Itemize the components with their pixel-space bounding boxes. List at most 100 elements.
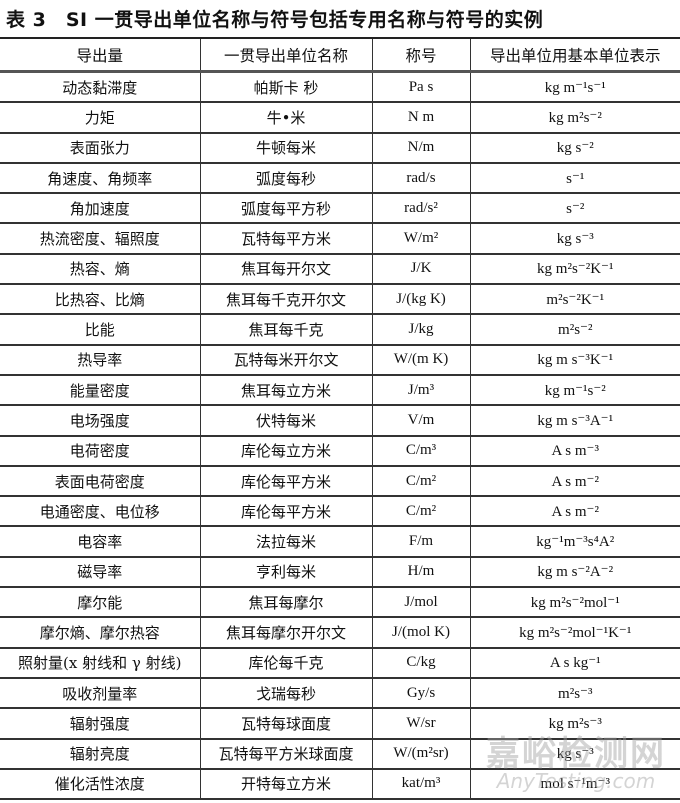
cell-unit-name: 焦耳每千克 [200, 314, 373, 346]
cell-quantity: 辐射亮度 [0, 738, 201, 770]
table-row: 表面张力 牛顿每米 N/m kg s⁻² [0, 132, 680, 164]
cell-unit-name: 库伦每平方米 [200, 496, 373, 528]
cell-base-units: m²s⁻³ [470, 677, 680, 710]
cell-symbol: kat/m³ [372, 768, 471, 801]
cell-base-units: m²s⁻²K⁻¹ [470, 284, 680, 316]
cell-symbol: rad/s [372, 162, 471, 195]
cell-unit-name: 库伦每平方米 [200, 465, 373, 498]
cell-symbol: rad/s² [372, 193, 471, 225]
cell-quantity: 比热容、比熵 [0, 284, 201, 316]
cell-symbol: W/(m K) [372, 344, 471, 376]
table-row: 动态黏滞度 帕斯卡 秒 Pa s kg m⁻¹s⁻¹ [0, 71, 680, 104]
cell-unit-name: 瓦特每平方米球面度 [200, 738, 373, 770]
cell-unit-name: 瓦特每平方米 [200, 223, 373, 255]
cell-base-units: kg m²s⁻²mol⁻¹K⁻¹ [470, 617, 680, 649]
si-derived-units-table: 导出量 一贯导出单位名称 称号 导出单位用基本单位表示 动态黏滞度 帕斯卡 秒 Pa… [0, 37, 680, 801]
cell-base-units: kg m²s⁻²mol⁻¹ [470, 587, 680, 619]
cell-unit-name: 焦耳每立方米 [200, 374, 373, 407]
cell-base-units: A s m⁻³ [470, 435, 680, 467]
header-unit-name: 一贯导出单位名称 [200, 37, 373, 73]
cell-base-units: s⁻¹ [470, 162, 680, 195]
cell-base-units: kg m²s⁻² [470, 102, 680, 134]
cell-quantity: 电容率 [0, 526, 201, 558]
cell-unit-name: 戈瑞每秒 [200, 677, 373, 710]
table-row: 热导率 瓦特每米开尔文 W/(m K) kg m s⁻³K⁻¹ [0, 344, 680, 376]
cell-symbol: N m [372, 102, 471, 134]
header-symbol: 称号 [372, 37, 471, 73]
cell-base-units: mol s⁻¹m⁻³ [470, 768, 680, 801]
cell-quantity: 表面电荷密度 [0, 465, 201, 498]
cell-base-units: s⁻² [470, 193, 680, 225]
cell-symbol: Gy/s [372, 677, 471, 710]
table-row: 辐射亮度 瓦特每平方米球面度 W/(m²sr) kg s⁻³ [0, 738, 680, 770]
cell-base-units: kg m s⁻³K⁻¹ [470, 344, 680, 376]
table-row: 催化活性浓度 开特每立方米 kat/m³ mol s⁻¹m⁻³ [0, 768, 680, 801]
table-row: 角速度、角频率 弧度每秒 rad/s s⁻¹ [0, 162, 680, 195]
cell-unit-name: 伏特每米 [200, 405, 373, 437]
table-row: 热流密度、辐照度 瓦特每平方米 W/m² kg s⁻³ [0, 223, 680, 255]
cell-quantity: 热容、熵 [0, 253, 201, 286]
cell-unit-name: 焦耳每摩尔开尔文 [200, 617, 373, 649]
cell-unit-name: 弧度每秒 [200, 162, 373, 195]
cell-base-units: A s m⁻² [470, 465, 680, 498]
cell-quantity: 动态黏滞度 [0, 71, 201, 104]
cell-quantity: 催化活性浓度 [0, 768, 201, 801]
table-row: 磁导率 亨利每米 H/m kg m s⁻²A⁻² [0, 556, 680, 589]
header-quantity: 导出量 [0, 37, 201, 73]
cell-quantity: 热导率 [0, 344, 201, 376]
table-header-row: 导出量 一贯导出单位名称 称号 导出单位用基本单位表示 [0, 37, 680, 73]
cell-symbol: J/(kg K) [372, 284, 471, 316]
cell-symbol: W/sr [372, 708, 471, 740]
table-row: 摩尔能 焦耳每摩尔 J/mol kg m²s⁻²mol⁻¹ [0, 587, 680, 619]
cell-base-units: kg m s⁻²A⁻² [470, 556, 680, 589]
cell-unit-name: 库伦每千克 [200, 647, 373, 679]
cell-symbol: W/(m²sr) [372, 738, 471, 770]
cell-base-units: A s m⁻² [470, 496, 680, 528]
cell-quantity: 照射量(x 射线和 γ 射线) [0, 647, 201, 679]
cell-symbol: H/m [372, 556, 471, 589]
cell-base-units: kg m⁻¹s⁻¹ [470, 71, 680, 104]
cell-unit-name: 开特每立方米 [200, 768, 373, 801]
cell-symbol: J/m³ [372, 374, 471, 407]
table-row: 电场强度 伏特每米 V/m kg m s⁻³A⁻¹ [0, 405, 680, 437]
table-row: 电通密度、电位移 库伦每平方米 C/m² A s m⁻² [0, 496, 680, 528]
header-base-units: 导出单位用基本单位表示 [470, 37, 680, 73]
cell-unit-name: 焦耳每开尔文 [200, 253, 373, 286]
cell-quantity: 电场强度 [0, 405, 201, 437]
cell-symbol: J/mol [372, 587, 471, 619]
cell-unit-name: 法拉每米 [200, 526, 373, 558]
cell-unit-name: 瓦特每米开尔文 [200, 344, 373, 376]
cell-quantity: 表面张力 [0, 132, 201, 164]
cell-base-units: m²s⁻² [470, 314, 680, 346]
cell-base-units: kg m²s⁻³ [470, 708, 680, 740]
cell-unit-name: 牛顿每米 [200, 132, 373, 164]
table-row: 角加速度 弧度每平方秒 rad/s² s⁻² [0, 193, 680, 225]
cell-base-units: kg⁻¹m⁻³s⁴A² [470, 526, 680, 558]
table-row: 摩尔熵、摩尔热容 焦耳每摩尔开尔文 J/(mol K) kg m²s⁻²mol⁻¹K⁻… [0, 617, 680, 649]
cell-quantity: 吸收剂量率 [0, 677, 201, 710]
cell-quantity: 能量密度 [0, 374, 201, 407]
cell-symbol: J/kg [372, 314, 471, 346]
cell-symbol: J/K [372, 253, 471, 286]
table-row: 电容率 法拉每米 F/m kg⁻¹m⁻³s⁴A² [0, 526, 680, 558]
table-row: 力矩 牛•米 N m kg m²s⁻² [0, 102, 680, 134]
cell-unit-name: 焦耳每千克开尔文 [200, 284, 373, 316]
cell-symbol: N/m [372, 132, 471, 164]
cell-quantity: 力矩 [0, 102, 201, 134]
cell-quantity: 热流密度、辐照度 [0, 223, 201, 255]
table-row: 热容、熵 焦耳每开尔文 J/K kg m²s⁻²K⁻¹ [0, 253, 680, 286]
cell-symbol: W/m² [372, 223, 471, 255]
cell-symbol: J/(mol K) [372, 617, 471, 649]
cell-symbol: C/m² [372, 465, 471, 498]
table-title: 表 3 SI 一贯导出单位名称与符号包括专用名称与符号的实例 [6, 9, 544, 31]
cell-base-units: kg s⁻³ [470, 223, 680, 255]
table-row: 比热容、比熵 焦耳每千克开尔文 J/(kg K) m²s⁻²K⁻¹ [0, 284, 680, 316]
cell-symbol: Pa s [372, 71, 471, 104]
cell-unit-name: 亨利每米 [200, 556, 373, 589]
cell-quantity: 比能 [0, 314, 201, 346]
cell-quantity: 角加速度 [0, 193, 201, 225]
table-row: 电荷密度 库伦每立方米 C/m³ A s m⁻³ [0, 435, 680, 467]
cell-quantity: 摩尔能 [0, 587, 201, 619]
cell-unit-name: 瓦特每球面度 [200, 708, 373, 740]
cell-symbol: C/m³ [372, 435, 471, 467]
